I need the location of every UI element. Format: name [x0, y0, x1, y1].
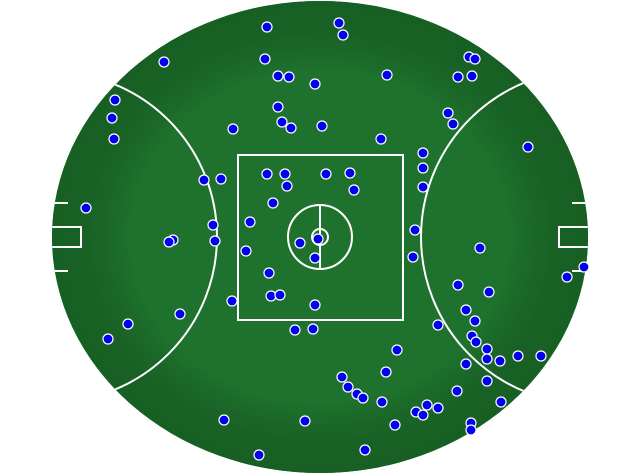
point	[432, 402, 444, 414]
point	[279, 168, 291, 180]
point	[483, 286, 495, 298]
point	[272, 101, 284, 113]
point	[333, 17, 345, 29]
point	[240, 245, 252, 257]
point	[452, 71, 464, 83]
point	[198, 174, 210, 186]
point	[451, 385, 463, 397]
point	[357, 392, 369, 404]
point	[289, 324, 301, 336]
point	[447, 118, 459, 130]
point	[348, 184, 360, 196]
point	[320, 168, 332, 180]
point	[417, 147, 429, 159]
point	[359, 444, 371, 456]
point	[417, 181, 429, 193]
point	[283, 71, 295, 83]
point	[108, 133, 120, 145]
point	[259, 53, 271, 65]
point	[80, 202, 92, 214]
point	[276, 116, 288, 128]
point	[481, 353, 493, 365]
point	[267, 197, 279, 209]
point	[421, 399, 433, 411]
point	[469, 53, 481, 65]
point	[309, 299, 321, 311]
point	[442, 107, 454, 119]
point	[226, 295, 238, 307]
point	[174, 308, 186, 320]
point	[261, 21, 273, 33]
point	[253, 449, 265, 461]
point	[466, 70, 478, 82]
point	[417, 409, 429, 421]
point	[512, 350, 524, 362]
point	[274, 289, 286, 301]
point	[106, 112, 118, 124]
point	[312, 233, 324, 245]
point	[452, 279, 464, 291]
point	[409, 224, 421, 236]
point	[432, 319, 444, 331]
point	[391, 344, 403, 356]
right-arc	[420, 69, 588, 405]
point	[281, 180, 293, 192]
point	[460, 358, 472, 370]
point	[375, 133, 387, 145]
points	[80, 17, 590, 461]
point	[294, 237, 306, 249]
point	[494, 355, 506, 367]
point	[336, 371, 348, 383]
point	[244, 216, 256, 228]
point	[561, 271, 573, 283]
point	[337, 29, 349, 41]
point	[342, 381, 354, 393]
point	[316, 120, 328, 132]
point	[495, 396, 507, 408]
left-goal-square	[52, 226, 82, 248]
point	[215, 173, 227, 185]
point	[474, 242, 486, 254]
point	[227, 123, 239, 135]
point	[209, 235, 221, 247]
point	[381, 69, 393, 81]
point	[535, 350, 547, 362]
point	[102, 333, 114, 345]
right-goal-square	[558, 226, 588, 248]
point	[158, 56, 170, 68]
point	[522, 141, 534, 153]
point	[481, 343, 493, 355]
point	[470, 336, 482, 348]
point	[309, 252, 321, 264]
point	[207, 219, 219, 231]
point	[469, 315, 481, 327]
point	[261, 168, 273, 180]
point	[465, 424, 477, 436]
point	[376, 396, 388, 408]
point	[344, 167, 356, 179]
point	[263, 267, 275, 279]
point	[307, 323, 319, 335]
point	[380, 366, 392, 378]
centre-square	[237, 154, 404, 321]
point	[163, 236, 175, 248]
point	[285, 122, 297, 134]
point	[299, 415, 311, 427]
point	[218, 414, 230, 426]
point	[460, 304, 472, 316]
point	[109, 94, 121, 106]
point	[389, 419, 401, 431]
point	[122, 318, 134, 330]
point	[578, 261, 590, 273]
point	[272, 70, 284, 82]
point	[417, 162, 429, 174]
point	[481, 375, 493, 387]
point	[309, 78, 321, 90]
point	[407, 251, 419, 263]
